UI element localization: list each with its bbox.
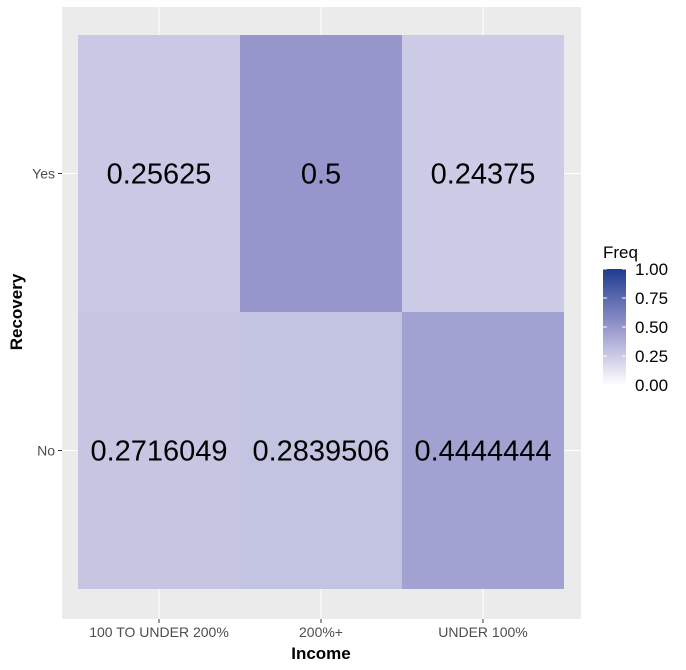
cell-value-label: 0.4444444 bbox=[414, 436, 551, 468]
x-axis: 100 TO UNDER 200% 200%+ UNDER 100% bbox=[89, 619, 528, 640]
cell-labels: 0.25625 0.5 0.24375 0.2716049 0.2839506 0.444… bbox=[90, 159, 551, 468]
y-tick-label: Yes bbox=[32, 166, 55, 182]
y-axis: Yes No bbox=[32, 166, 62, 459]
legend-colorbar bbox=[603, 269, 626, 385]
cell-value-label: 0.25625 bbox=[107, 159, 212, 191]
heatmap-cell bbox=[240, 35, 402, 312]
y-axis-title: Recovery bbox=[7, 273, 26, 350]
legend: Freq 1.00 0.75 0.50 0.25 0.00 bbox=[603, 243, 668, 395]
heatmap-cell bbox=[402, 312, 564, 589]
x-tick-label: 100 TO UNDER 200% bbox=[89, 624, 229, 640]
x-tick-label: 200%+ bbox=[299, 624, 343, 640]
cell-value-label: 0.2839506 bbox=[252, 436, 389, 468]
cell-value-label: 0.5 bbox=[301, 159, 341, 191]
heatmap-cell bbox=[78, 35, 240, 312]
cell-value-label: 0.2716049 bbox=[90, 436, 227, 468]
heatmap-cell bbox=[402, 35, 564, 312]
legend-ticks: 1.00 0.75 0.50 0.25 0.00 bbox=[603, 260, 668, 395]
heatmap-cell bbox=[240, 312, 402, 589]
legend-tick-label: 0.00 bbox=[635, 376, 668, 395]
heatmap-cells bbox=[78, 35, 564, 589]
cell-value-label: 0.24375 bbox=[431, 159, 536, 191]
legend-tick-label: 1.00 bbox=[635, 260, 668, 279]
legend-tick-label: 0.50 bbox=[635, 318, 668, 337]
heatmap-cell bbox=[78, 312, 240, 589]
x-axis-title: Income bbox=[291, 644, 351, 663]
x-tick-label: UNDER 100% bbox=[438, 624, 527, 640]
legend-tick-label: 0.75 bbox=[635, 289, 668, 308]
legend-title: Freq bbox=[603, 243, 638, 262]
y-tick-label: No bbox=[37, 443, 55, 459]
legend-tick-label: 0.25 bbox=[635, 347, 668, 366]
